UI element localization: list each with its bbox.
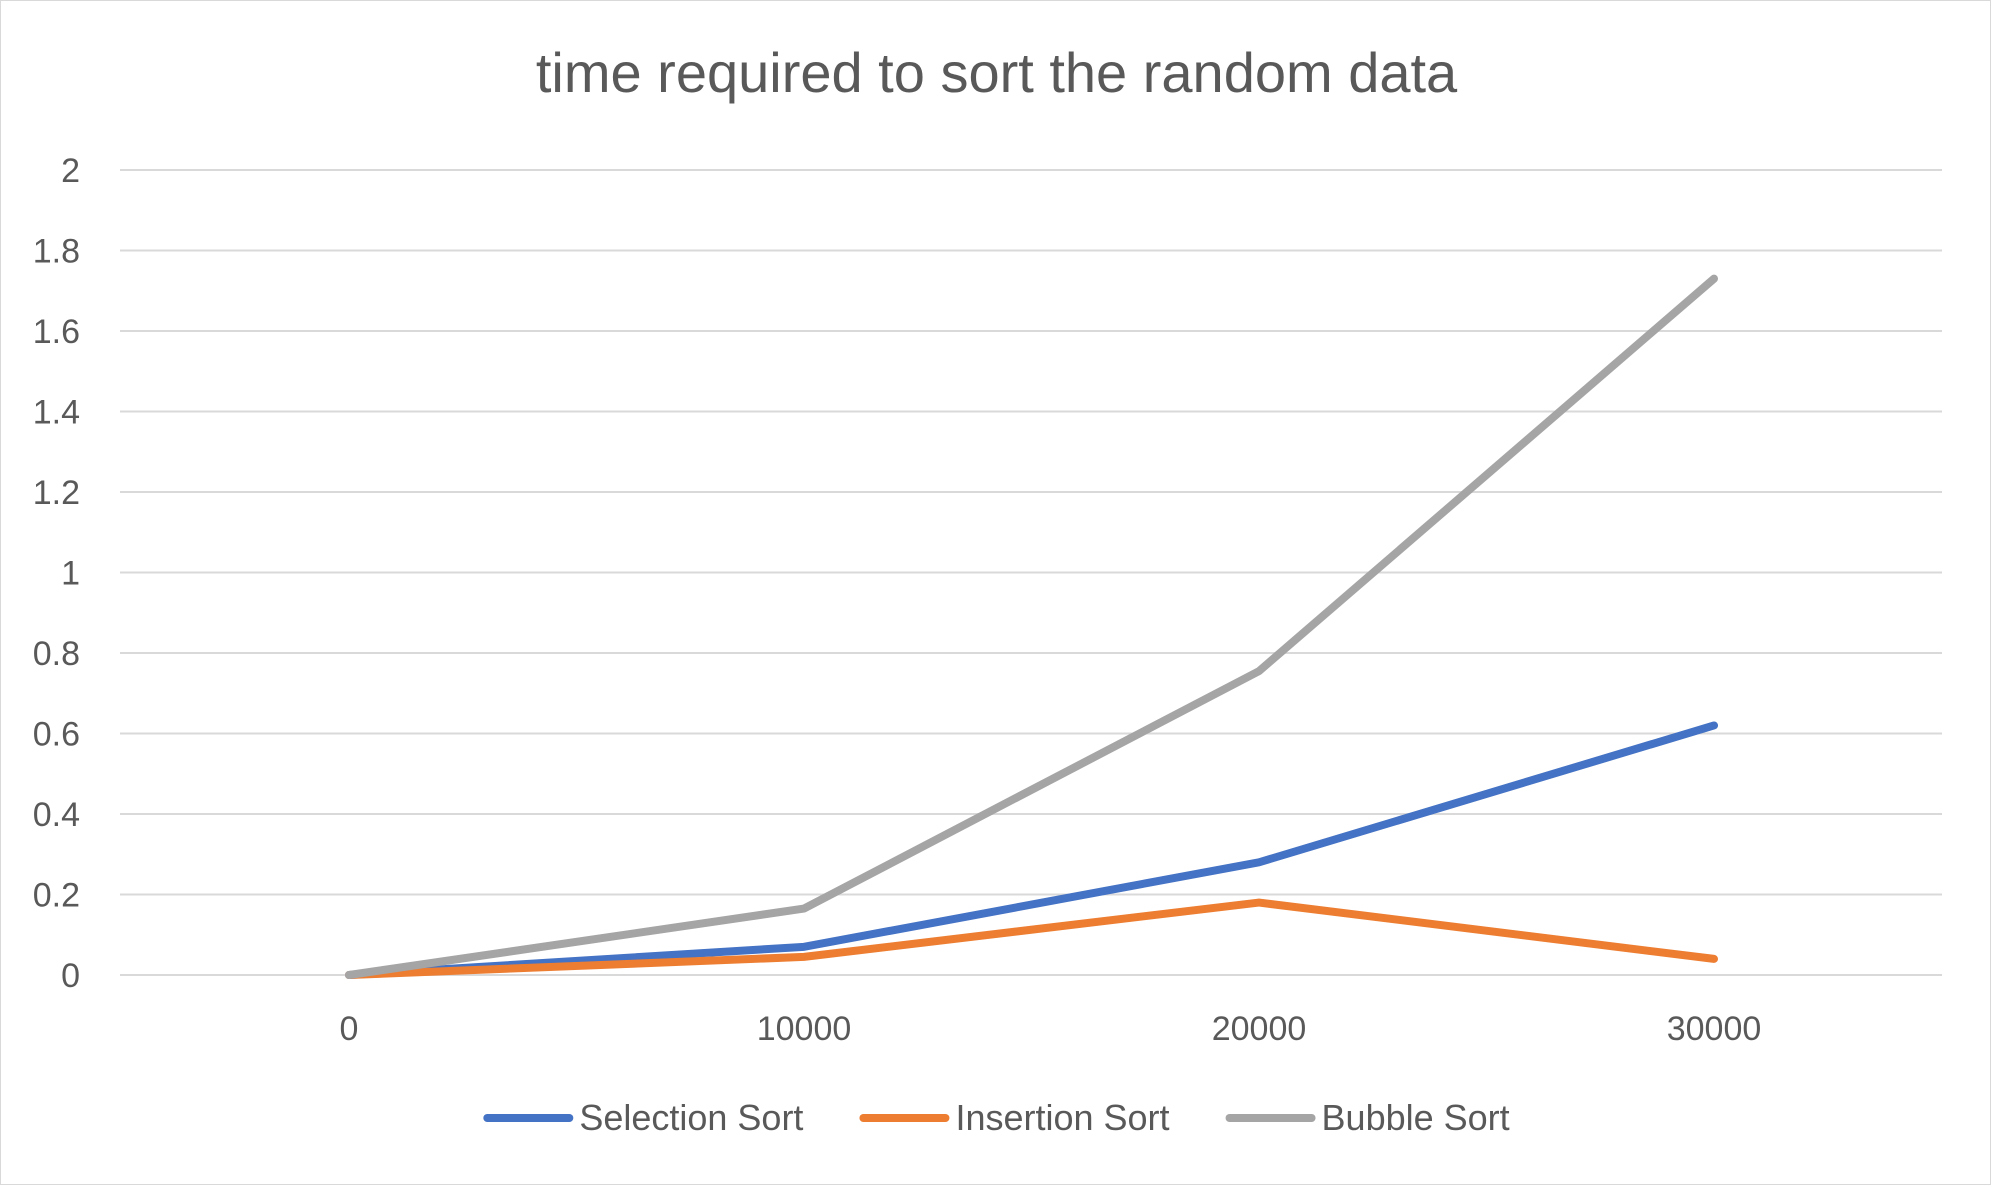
legend-label: Bubble Sort — [1322, 1097, 1510, 1138]
chart-title: time required to sort the random data — [535, 41, 1458, 104]
y-tick-label: 1.2 — [33, 474, 80, 512]
legend-label: Insertion Sort — [955, 1097, 1169, 1138]
x-tick-label: 0 — [340, 1010, 359, 1048]
y-tick-label: 1.4 — [33, 394, 80, 432]
x-tick-label: 20000 — [1212, 1010, 1307, 1048]
legend-label: Selection Sort — [579, 1097, 803, 1138]
y-tick-label: 1.6 — [33, 313, 80, 351]
series-line-insertion-sort — [345, 898, 1718, 979]
y-tick-label: 1.8 — [33, 233, 80, 271]
x-axis-ticks: 0 10000 20000 30000 — [340, 1010, 1762, 1048]
y-axis-ticks: 0 0.2 0.4 0.6 0.8 1 1.2 1.4 1.6 1.8 2 — [33, 152, 80, 995]
gridlines — [120, 169, 1942, 976]
y-tick-label: 0.4 — [33, 796, 80, 834]
y-tick-label: 0.8 — [33, 635, 80, 673]
y-tick-label: 0.6 — [33, 716, 80, 754]
x-tick-label: 30000 — [1667, 1010, 1762, 1048]
x-tick-label: 10000 — [757, 1010, 852, 1048]
y-tick-label: 0.2 — [33, 877, 80, 915]
series-line-bubble-sort — [345, 274, 1718, 979]
y-tick-label: 1 — [61, 555, 80, 593]
series-lines — [345, 274, 1718, 979]
y-tick-label: 2 — [61, 152, 80, 190]
legend: Selection Sort Insertion Sort Bubble Sort — [483, 1097, 1510, 1138]
series-line-selection-sort — [345, 721, 1718, 979]
y-tick-label: 0 — [61, 957, 80, 995]
